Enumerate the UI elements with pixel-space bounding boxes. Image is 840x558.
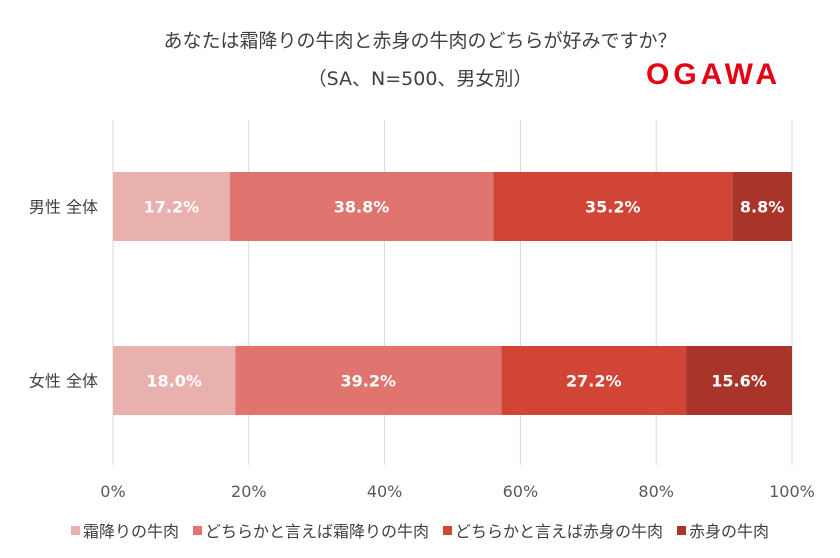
bar-segment <box>493 172 733 241</box>
data-label: 17.2% <box>144 198 200 217</box>
legend-label: どちらかと言えば赤身の牛肉 <box>455 522 664 541</box>
legend-swatch <box>443 525 452 535</box>
x-tick-label: 0% <box>100 482 125 501</box>
bar-segment <box>113 346 236 415</box>
bar-segment <box>686 346 792 415</box>
legend-swatch <box>192 525 202 535</box>
chart-subtitle: （SA、N=500、男女別） <box>307 68 533 90</box>
data-label: 39.2% <box>341 372 397 391</box>
legend-swatch <box>677 525 687 535</box>
legend-swatch <box>70 525 80 535</box>
x-tick-label: 40% <box>367 482 403 501</box>
bar-segment <box>113 172 230 241</box>
legend-label: 霜降りの牛肉 <box>82 522 179 541</box>
legend-item: どちらかと言えば赤身の牛肉 <box>443 518 663 542</box>
bar-segment <box>229 172 494 241</box>
category-label: 男性 全体 <box>29 198 98 217</box>
data-label: 35.2% <box>585 198 641 217</box>
legend-label: 赤身の牛肉 <box>689 522 770 541</box>
legend-item: 霜降りの牛肉 <box>70 518 179 542</box>
legend-label: どちらかと言えば霜降りの牛肉 <box>204 522 429 541</box>
bar-segment <box>235 346 502 415</box>
x-tick-label: 80% <box>638 482 674 501</box>
data-label: 27.2% <box>566 372 622 391</box>
data-label: 38.8% <box>334 198 390 217</box>
legend-item: 赤身の牛肉 <box>677 518 769 542</box>
x-tick-label: 100% <box>769 482 815 501</box>
bar-segment <box>501 346 687 415</box>
chart-title: あなたは霜降りの牛肉と赤身の牛肉のどちらが好みですか？ <box>163 30 677 52</box>
category-label: 女性 全体 <box>29 372 98 391</box>
bar-segment <box>732 172 792 241</box>
ogawa-logo: OGAWA <box>646 58 782 91</box>
x-tick-label: 20% <box>231 482 267 501</box>
legend: 霜降りの牛肉 どちらかと言えば霜降りの牛肉 どちらかと言えば赤身の牛肉 赤身の牛肉 <box>0 518 840 542</box>
x-tick-label: 60% <box>503 482 539 501</box>
data-label: 18.0% <box>146 372 202 391</box>
legend-item: どちらかと言えば霜降りの牛肉 <box>192 518 429 542</box>
data-label: 8.8% <box>740 198 784 217</box>
data-label: 15.6% <box>711 372 767 391</box>
